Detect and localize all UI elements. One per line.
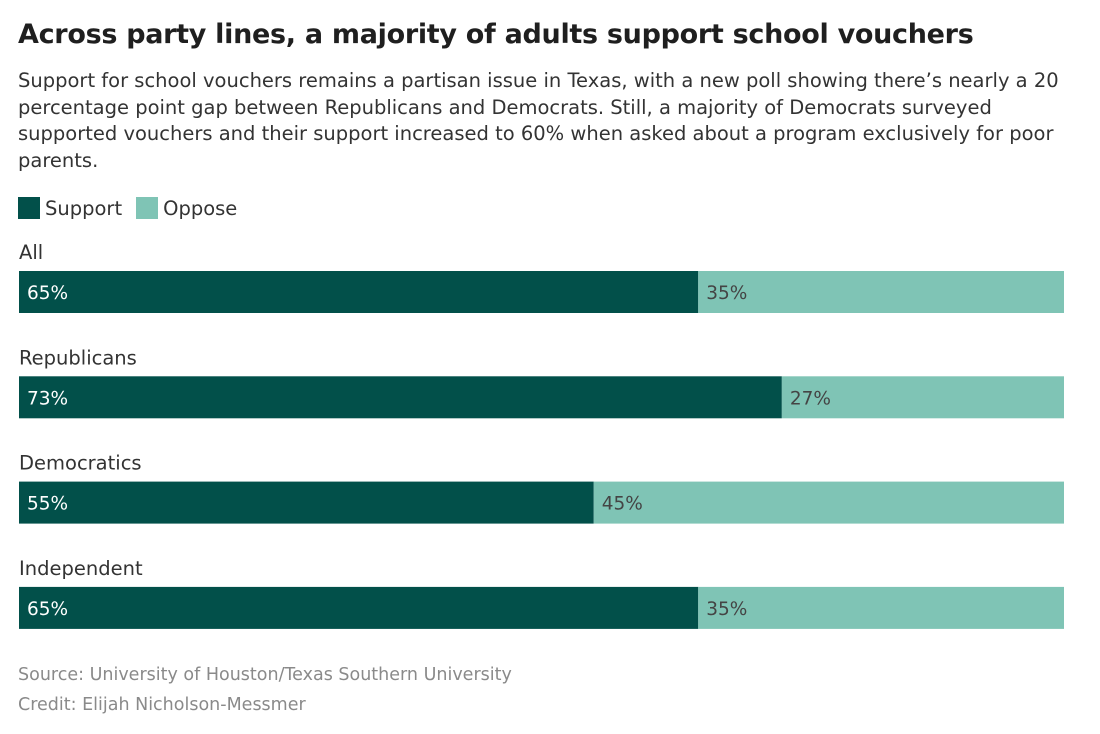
data-label-support-republicans: 73% [27, 388, 68, 409]
bar-support-democratics [19, 481, 594, 524]
bar-oppose-democratics [593, 481, 1064, 524]
legend-item-oppose: Oppose [136, 197, 237, 220]
bar-oppose-republicans [781, 376, 1064, 419]
bar-support-independent [19, 586, 699, 629]
chart-title: Across party lines, a majority of adults… [18, 19, 974, 50]
data-label-oppose-all: 35% [706, 283, 747, 304]
data-label-oppose-independent: 35% [706, 599, 747, 620]
category-label-democratics: Democratics [19, 452, 142, 475]
credit-note: Credit: Elijah Nicholson-Messmer [18, 695, 306, 715]
bar-oppose-all [698, 271, 1064, 313]
category-label-all: All [19, 241, 43, 264]
bar-support-republicans [19, 376, 782, 419]
legend-label-oppose: Oppose [163, 196, 238, 220]
legend: Support Oppose [18, 195, 251, 221]
bar-support-all [19, 271, 699, 313]
data-label-oppose-democratics: 45% [602, 494, 643, 515]
category-label-republicans: Republicans [19, 346, 137, 369]
data-label-support-independent: 65% [27, 599, 68, 620]
legend-swatch-support [18, 197, 40, 219]
bar-oppose-independent [698, 586, 1064, 629]
stacked-bar-chart: All 65% 35% Republicans 73% 27% Democratics 55%… [19, 241, 1064, 629]
legend-label-support: Support [45, 196, 123, 220]
chart-subtitle: Support for school vouchers remains a pa… [18, 69, 1059, 172]
source-note: Source: University of Houston/Texas Sout… [18, 665, 512, 685]
category-label-independent: Independent [19, 557, 143, 580]
data-label-support-democratics: 55% [27, 494, 68, 515]
legend-swatch-oppose [136, 197, 159, 219]
legend-item-support: Support [18, 197, 122, 220]
data-label-support-all: 65% [27, 283, 68, 304]
data-label-oppose-republicans: 27% [790, 388, 831, 409]
